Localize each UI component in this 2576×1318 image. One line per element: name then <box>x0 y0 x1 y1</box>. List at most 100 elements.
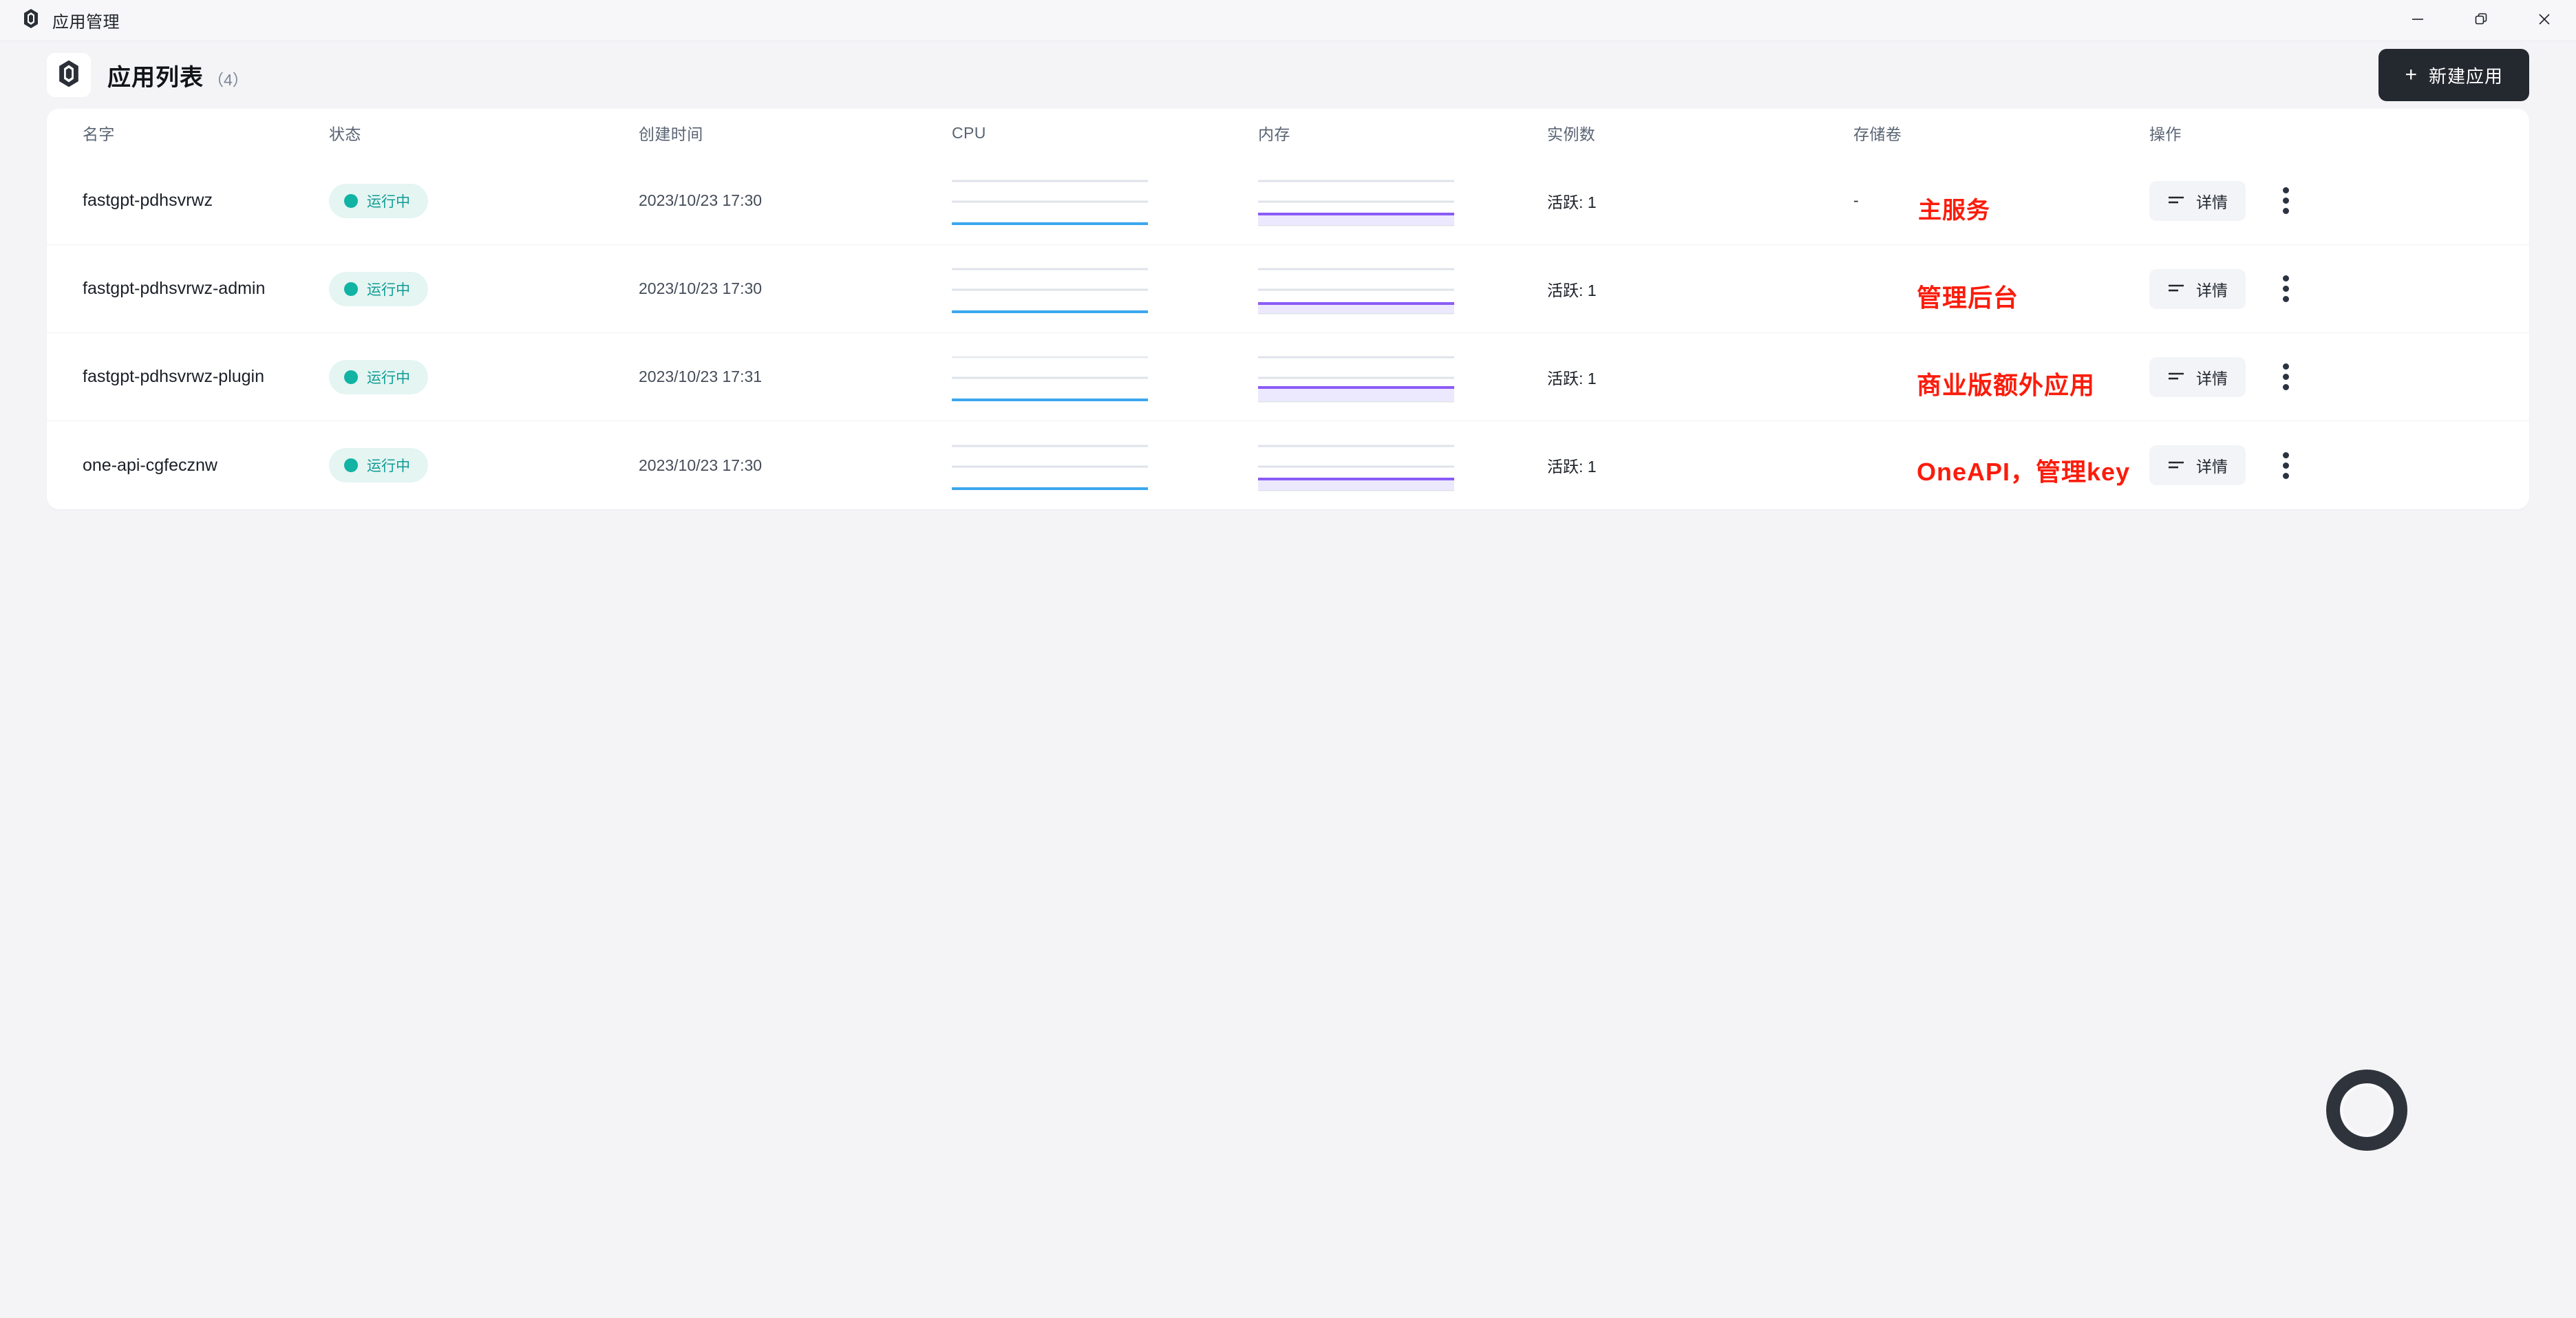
cell-operations: 详情 <box>2149 180 2529 221</box>
memory-sparkline-chart <box>1258 356 1454 403</box>
list-lines-icon <box>2167 370 2185 383</box>
annotation-text: OneAPI，管理key <box>1917 458 2131 486</box>
operations-wrap: 详情 <box>2149 180 2529 221</box>
app-name: fastgpt-pdhsvrwz-plugin <box>83 367 265 386</box>
page-header: 应用列表 （4） + 新建应用 <box>47 41 2529 109</box>
column-header-volume: 存储卷 <box>1853 125 1902 143</box>
table-row[interactable]: fastgpt-pdhsvrwz 运行中 2023/10/23 17:30 <box>47 157 2529 245</box>
cell-name: fastgpt-pdhsvrwz-plugin <box>47 367 329 387</box>
memory-sparkline-chart <box>1258 445 1454 491</box>
created-time: 2023/10/23 17:30 <box>639 456 763 474</box>
instance-count: 活跃: 1 <box>1547 369 1597 387</box>
cell-created-time: 2023/10/23 17:31 <box>639 368 952 386</box>
memory-sparkline-chart <box>1258 180 1454 226</box>
cell-operations: 详情 <box>2149 357 2529 397</box>
cell-instances: 活跃: 1 <box>1547 277 1853 301</box>
kebab-dot-icon <box>2283 286 2289 292</box>
status-badge: 运行中 <box>329 448 428 482</box>
cpu-sparkline-chart <box>952 356 1148 401</box>
detail-button[interactable]: 详情 <box>2149 445 2246 485</box>
cell-memory <box>1258 171 1547 230</box>
status-dot-icon <box>344 370 358 384</box>
table-header-row: 名字 状态 创建时间 CPU 内存 实例数 存储卷 操作 <box>47 109 2529 157</box>
cell-name: one-api-cgfecznw <box>47 456 329 476</box>
table-row[interactable]: one-api-cgfecznw 运行中 2023/10/23 17:30 <box>47 421 2529 509</box>
column-header-status: 状态 <box>329 125 361 143</box>
more-options-button[interactable] <box>2273 268 2299 309</box>
created-time: 2023/10/23 17:31 <box>639 368 763 385</box>
new-app-button-label: 新建应用 <box>2428 65 2503 87</box>
detail-button-label: 详情 <box>2196 281 2228 299</box>
operations-wrap: 详情 <box>2149 268 2529 309</box>
operations-wrap: 详情 <box>2149 445 2529 486</box>
column-header-cpu: CPU <box>952 123 986 142</box>
cell-status: 运行中 <box>329 448 639 482</box>
kebab-dot-icon <box>2283 472 2289 479</box>
list-lines-icon <box>2167 194 2185 207</box>
cell-memory <box>1258 259 1547 318</box>
app-count: （4） <box>208 70 248 89</box>
cell-memory <box>1258 436 1547 495</box>
created-time: 2023/10/23 17:30 <box>639 279 763 297</box>
kebab-dot-icon <box>2283 384 2289 390</box>
status-dot-icon <box>344 281 358 296</box>
minimize-button[interactable] <box>2386 0 2449 41</box>
page-title-wrap: 应用列表 （4） <box>107 59 248 92</box>
window-title: 应用管理 <box>52 13 120 32</box>
detail-button[interactable]: 详情 <box>2149 180 2246 221</box>
status-dot-icon <box>344 193 358 208</box>
restore-button[interactable] <box>2449 0 2513 41</box>
minimize-icon <box>2410 12 2425 30</box>
detail-button-label: 详情 <box>2196 369 2228 387</box>
restore-icon <box>2473 12 2489 30</box>
column-header-memory: 内存 <box>1258 125 1290 143</box>
instance-count: 活跃: 1 <box>1547 281 1597 299</box>
status-label: 运行中 <box>367 193 410 210</box>
more-options-button[interactable] <box>2273 180 2299 221</box>
app-name: fastgpt-pdhsvrwz <box>83 191 213 210</box>
close-button[interactable] <box>2513 0 2576 41</box>
kebab-dot-icon <box>2283 198 2289 204</box>
cell-status: 运行中 <box>329 359 639 394</box>
app-list-table: 名字 状态 创建时间 CPU 内存 实例数 存储卷 操作 fastgpt-pdh… <box>47 109 2529 509</box>
gem-icon <box>22 9 40 32</box>
detail-button[interactable]: 详情 <box>2149 357 2246 397</box>
kebab-dot-icon <box>2283 451 2289 458</box>
cell-instances: 活跃: 1 <box>1547 454 1853 477</box>
cell-cpu <box>952 348 1258 406</box>
list-lines-icon <box>2167 282 2185 295</box>
cpu-sparkline-chart <box>952 180 1148 225</box>
new-app-button[interactable]: + 新建应用 <box>2378 49 2529 101</box>
close-icon <box>2537 12 2552 30</box>
detail-button-label: 详情 <box>2196 193 2228 211</box>
cell-instances: 活跃: 1 <box>1547 365 1853 389</box>
table-row[interactable]: fastgpt-pdhsvrwz-admin 运行中 2023/10/23 17… <box>47 245 2529 333</box>
more-options-button[interactable] <box>2273 357 2299 397</box>
table-row[interactable]: fastgpt-pdhsvrwz-plugin 运行中 2023/10/23 1… <box>47 333 2529 421</box>
cell-status: 运行中 <box>329 183 639 218</box>
window-titlebar: 应用管理 <box>0 0 2576 41</box>
more-options-button[interactable] <box>2273 445 2299 486</box>
detail-button[interactable]: 详情 <box>2149 268 2246 309</box>
cell-cpu <box>952 436 1258 495</box>
cell-created-time: 2023/10/23 17:30 <box>639 191 952 210</box>
cell-status: 运行中 <box>329 271 639 306</box>
page-title: 应用列表 <box>107 64 204 91</box>
status-label: 运行中 <box>367 281 410 298</box>
cell-created-time: 2023/10/23 17:30 <box>639 456 952 475</box>
volume-value: - <box>1853 191 1859 209</box>
kebab-dot-icon <box>2283 275 2289 281</box>
app-name: fastgpt-pdhsvrwz-admin <box>83 279 266 298</box>
column-header-operations: 操作 <box>2149 125 2182 143</box>
cell-cpu <box>952 171 1258 230</box>
status-dot-icon <box>344 458 358 472</box>
cell-name: fastgpt-pdhsvrwz-admin <box>47 279 329 299</box>
cpu-sparkline-chart <box>952 445 1148 490</box>
window-controls <box>2386 0 2576 41</box>
memory-sparkline-chart <box>1258 268 1454 315</box>
kebab-dot-icon <box>2283 296 2289 302</box>
instance-count: 活跃: 1 <box>1547 193 1597 211</box>
kebab-dot-icon <box>2283 187 2289 193</box>
app-logo <box>47 53 91 97</box>
status-badge: 运行中 <box>329 359 428 394</box>
